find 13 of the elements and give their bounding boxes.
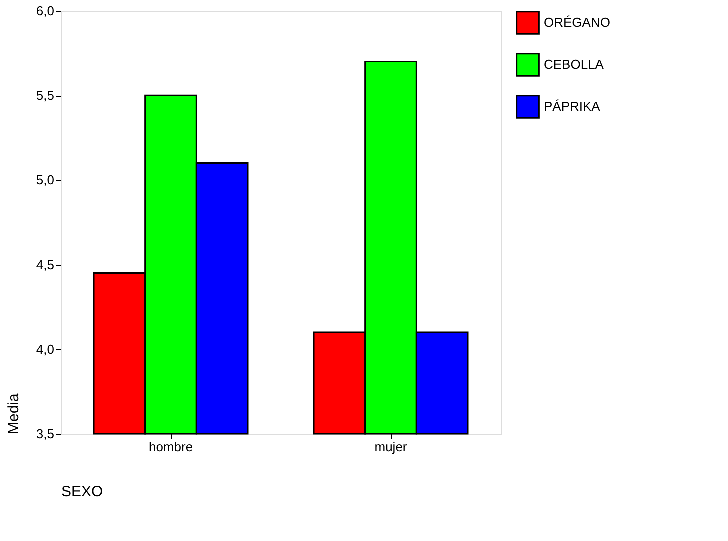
x-tick-label: mujer: [374, 440, 408, 454]
y-tick-label: 6,0: [36, 4, 54, 18]
x-tick-label: hombre: [148, 440, 194, 454]
y-tick-label: 5,5: [36, 88, 54, 104]
y-axis-title: Media: [5, 392, 22, 434]
x-axis-title: SEXO: [62, 484, 104, 500]
legend-label: PÁPRIKA: [544, 99, 601, 114]
y-tick-label: 4,5: [36, 257, 54, 272]
legend-label: CEBOLLA: [544, 57, 604, 72]
legend-label: ORÉGANO: [544, 15, 610, 30]
y-tick-label: 5,0: [36, 172, 54, 188]
y-tick-label: 4,0: [36, 342, 54, 357]
y-tick-label: 3,5: [36, 426, 54, 442]
